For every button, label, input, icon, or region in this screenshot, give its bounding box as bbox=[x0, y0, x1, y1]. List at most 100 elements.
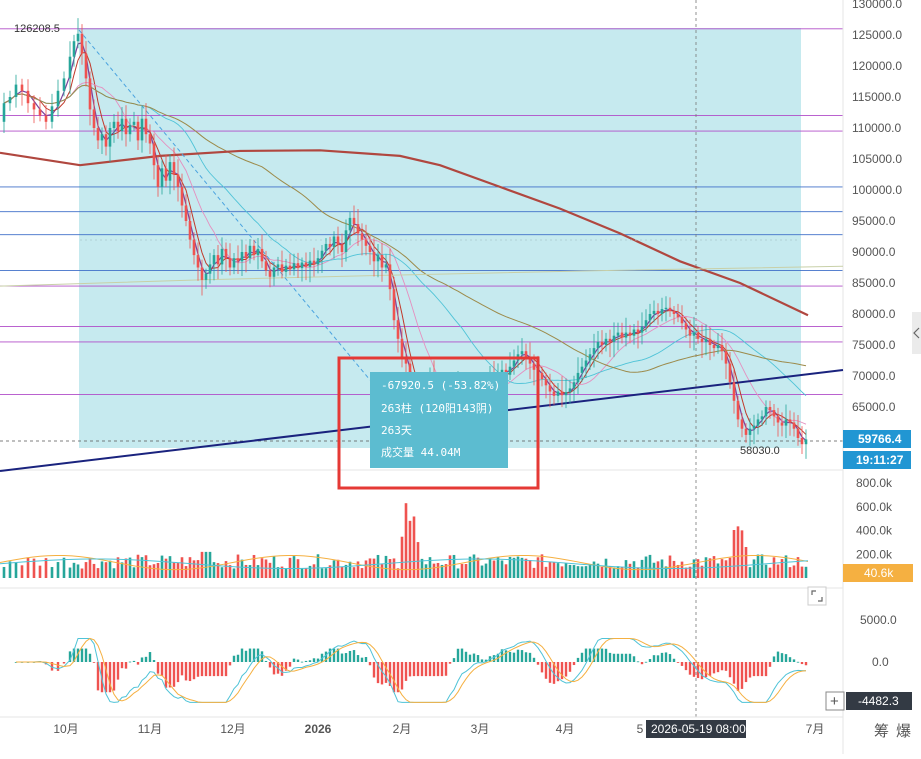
candle-body[interactable] bbox=[288, 265, 292, 270]
candle-body[interactable] bbox=[2, 103, 6, 122]
candle-body[interactable] bbox=[520, 351, 524, 355]
candle-body[interactable] bbox=[200, 267, 204, 280]
candle-body[interactable] bbox=[264, 261, 268, 271]
candle-body[interactable] bbox=[68, 56, 72, 79]
candle-body[interactable] bbox=[632, 329, 636, 336]
candle-body[interactable] bbox=[644, 320, 648, 327]
candle-body[interactable] bbox=[792, 422, 796, 429]
candle-body[interactable] bbox=[704, 338, 708, 342]
candle-body[interactable] bbox=[224, 248, 228, 259]
candle-body[interactable] bbox=[528, 357, 532, 364]
candle-body[interactable] bbox=[664, 307, 668, 310]
candle-body[interactable] bbox=[252, 245, 256, 256]
candle-body[interactable] bbox=[312, 260, 316, 265]
candle-body[interactable] bbox=[508, 366, 512, 375]
candle-body[interactable] bbox=[580, 366, 584, 373]
candle-body[interactable] bbox=[648, 314, 652, 321]
candle-body[interactable] bbox=[668, 307, 672, 311]
candle-body[interactable] bbox=[564, 392, 568, 396]
candle-body[interactable] bbox=[500, 369, 504, 373]
candle-body[interactable] bbox=[740, 419, 744, 429]
candle-body[interactable] bbox=[680, 317, 684, 324]
candle-body[interactable] bbox=[604, 338, 608, 345]
candle-body[interactable] bbox=[772, 410, 776, 417]
candle-body[interactable] bbox=[384, 264, 388, 268]
candle-body[interactable] bbox=[596, 341, 600, 349]
candle-body[interactable] bbox=[688, 329, 692, 336]
candle-body[interactable] bbox=[380, 255, 384, 268]
candle-body[interactable] bbox=[148, 134, 152, 144]
candle-body[interactable] bbox=[300, 262, 304, 269]
candle-body[interactable] bbox=[368, 245, 372, 252]
candle-body[interactable] bbox=[552, 391, 556, 396]
candle-body[interactable] bbox=[332, 236, 336, 248]
candle-body[interactable] bbox=[788, 419, 792, 423]
candle-body[interactable] bbox=[144, 118, 148, 135]
candle-body[interactable] bbox=[588, 354, 592, 361]
candle-body[interactable] bbox=[524, 351, 528, 358]
candle-body[interactable] bbox=[140, 118, 144, 141]
candle-body[interactable] bbox=[764, 407, 768, 417]
candle-body[interactable] bbox=[276, 264, 280, 268]
candle-body[interactable] bbox=[188, 221, 192, 240]
candle-body[interactable] bbox=[112, 121, 116, 128]
candle-body[interactable] bbox=[304, 262, 308, 267]
collapse-panel-handle[interactable] bbox=[912, 312, 921, 354]
candle-body[interactable] bbox=[8, 97, 12, 104]
candle-body[interactable] bbox=[760, 416, 764, 420]
candle-body[interactable] bbox=[164, 168, 168, 181]
candle-body[interactable] bbox=[532, 363, 536, 370]
candle-body[interactable] bbox=[208, 264, 212, 274]
candle-body[interactable] bbox=[180, 186, 184, 206]
candle-body[interactable] bbox=[248, 245, 252, 259]
candle-body[interactable] bbox=[548, 385, 552, 392]
candle-body[interactable] bbox=[736, 400, 740, 420]
candle-body[interactable] bbox=[196, 255, 200, 268]
candle-body[interactable] bbox=[308, 260, 312, 267]
candle-body[interactable] bbox=[672, 310, 676, 314]
candle-body[interactable] bbox=[608, 338, 612, 342]
candle-body[interactable] bbox=[100, 134, 104, 141]
candle-body[interactable] bbox=[316, 258, 320, 265]
candle-body[interactable] bbox=[400, 338, 404, 358]
candle-body[interactable] bbox=[88, 78, 92, 110]
candle-body[interactable] bbox=[584, 360, 588, 367]
candle-body[interactable] bbox=[660, 309, 664, 314]
candle-body[interactable] bbox=[560, 391, 564, 396]
plus-icon[interactable] bbox=[825, 691, 845, 711]
candle-body[interactable] bbox=[14, 84, 18, 97]
candle-body[interactable] bbox=[192, 239, 196, 256]
candle-body[interactable] bbox=[800, 438, 804, 445]
candle-body[interactable] bbox=[284, 265, 288, 272]
candle-body[interactable] bbox=[372, 252, 376, 262]
candle-body[interactable] bbox=[220, 248, 224, 265]
candle-body[interactable] bbox=[576, 372, 580, 383]
candle-body[interactable] bbox=[120, 118, 124, 132]
candle-body[interactable] bbox=[784, 419, 788, 426]
candle-body[interactable] bbox=[116, 121, 120, 132]
candle-body[interactable] bbox=[544, 379, 548, 386]
candle-body[interactable] bbox=[80, 33, 84, 54]
candle-body[interactable] bbox=[50, 106, 54, 122]
candle-body[interactable] bbox=[72, 41, 76, 57]
candle-body[interactable] bbox=[568, 388, 572, 393]
candle-body[interactable] bbox=[168, 162, 172, 181]
candle-body[interactable] bbox=[696, 332, 700, 339]
candle-body[interactable] bbox=[84, 53, 88, 79]
candle-body[interactable] bbox=[228, 258, 232, 268]
candle-body[interactable] bbox=[20, 84, 24, 91]
candle-body[interactable] bbox=[124, 118, 128, 135]
candle-body[interactable] bbox=[360, 233, 364, 240]
candle-body[interactable] bbox=[132, 121, 136, 125]
candle-body[interactable] bbox=[92, 109, 96, 128]
candle-body[interactable] bbox=[184, 205, 188, 222]
candle-body[interactable] bbox=[280, 264, 284, 272]
candle-body[interactable] bbox=[128, 124, 132, 135]
candle-body[interactable] bbox=[296, 263, 300, 269]
candle-body[interactable] bbox=[724, 351, 728, 364]
candle-body[interactable] bbox=[176, 174, 180, 187]
candle-body[interactable] bbox=[352, 217, 356, 225]
candle-body[interactable] bbox=[336, 236, 340, 245]
